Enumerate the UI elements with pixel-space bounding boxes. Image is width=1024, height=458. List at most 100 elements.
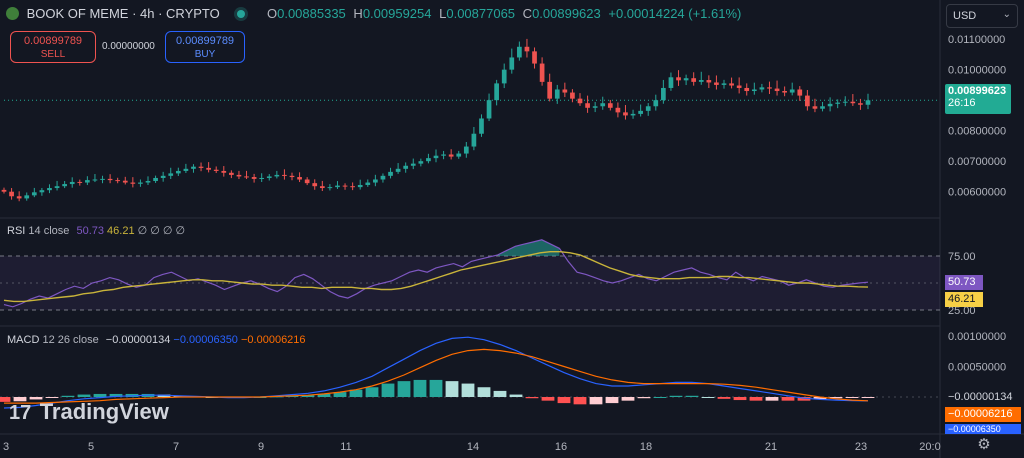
candle-body: [539, 63, 545, 82]
candle-body: [479, 118, 484, 134]
macd-histogram-bar: [781, 397, 795, 401]
macd-line-value: −0.00006350: [173, 334, 238, 346]
candle-body: [653, 100, 659, 107]
candle-body: [39, 190, 45, 193]
tradingview-wordmark: TradingView: [39, 399, 169, 424]
candle-body: [463, 146, 469, 154]
candle-body: [168, 173, 174, 176]
macd-histogram-bar: [861, 397, 875, 398]
candle-body: [191, 166, 196, 169]
macd-histogram-bar: [733, 397, 747, 401]
macd-histogram-bar: [589, 397, 603, 405]
spread-value: 0.00000000: [102, 41, 155, 52]
rsi-axis-tick: 25.00: [948, 305, 976, 317]
candle-body: [62, 184, 67, 187]
price-axis-tick: 0.01000000: [948, 65, 1006, 77]
macd-histogram-bar: [349, 389, 363, 397]
macd-histogram-bar: [813, 397, 827, 400]
candle-body: [683, 78, 689, 81]
candle-body: [54, 186, 60, 189]
candle-body: [706, 80, 712, 83]
macd-histogram-bar: [845, 397, 859, 398]
candle-body: [820, 106, 825, 109]
candle-body: [153, 177, 158, 182]
macd-title[interactable]: MACD: [7, 334, 40, 346]
candle-body: [471, 133, 477, 147]
macd-histogram-bar: [717, 397, 731, 399]
candle-body: [92, 179, 98, 181]
macd-histogram-bar: [541, 397, 555, 401]
candle-body: [229, 172, 234, 175]
candle-body: [69, 181, 75, 185]
candle-body: [850, 101, 856, 104]
macd-signal-line: [4, 348, 869, 404]
symbol-title[interactable]: BOOK OF MEME · 4h · CRYPTO: [26, 6, 220, 21]
macd-histogram-bar: [525, 397, 539, 399]
candle-body: [698, 80, 704, 82]
macd-histogram-bar: [477, 387, 491, 397]
candle-body: [410, 163, 416, 166]
rsi-params: 14 close: [28, 225, 70, 237]
macd-params: 12 26 close: [42, 334, 99, 346]
rsi-value-tag: 50.73: [945, 275, 983, 290]
candle-body: [789, 89, 795, 93]
rsi-line: [3, 239, 869, 308]
macd-hist-tag: −0.00000134: [945, 390, 1021, 405]
high-label: H: [353, 6, 363, 21]
macd-histogram-bar: [413, 379, 427, 397]
rsi-ma-value-tag: 46.21: [945, 292, 983, 307]
candle-body: [835, 102, 841, 104]
candle-body: [524, 46, 530, 52]
candle-body: [433, 155, 439, 159]
candle-body: [729, 83, 734, 86]
high-value: 0.00959254: [362, 6, 432, 21]
candle-body: [100, 178, 105, 180]
candle-body: [630, 113, 636, 116]
sell-button[interactable]: 0.00899789 SELL: [10, 31, 96, 63]
gear-icon[interactable]: ⚙: [977, 436, 991, 453]
candle-body: [380, 175, 386, 180]
time-axis-tick: 9: [258, 441, 264, 453]
macd-histogram-bar: [381, 383, 395, 397]
macd-histogram-bar: [429, 379, 443, 397]
macd-histogram-bar: [61, 395, 75, 397]
rsi-title[interactable]: RSI: [7, 225, 26, 237]
sell-label: SELL: [40, 49, 66, 60]
candle-body: [138, 182, 143, 184]
candle-body: [403, 165, 409, 169]
macd-histogram-bar: [333, 392, 347, 397]
tradingview-watermark[interactable]: 17 TradingView: [9, 399, 169, 425]
rsi-axis-tick: 75.00: [948, 251, 976, 263]
candle-body: [858, 103, 863, 105]
candle-body: [388, 171, 393, 176]
candle-body: [842, 101, 848, 103]
candle-body: [251, 177, 257, 179]
candle-body: [160, 175, 166, 178]
candle-body: [623, 112, 628, 116]
candle-body: [1, 189, 7, 192]
candle-body: [259, 177, 265, 179]
candle-countdown: 26:16: [948, 97, 976, 109]
candle-body: [714, 82, 719, 85]
candle-body: [532, 51, 537, 64]
currency-select[interactable]: USD ⌄: [946, 4, 1018, 28]
price-axis-tick: 0.00600000: [948, 187, 1006, 199]
candle-body: [107, 178, 113, 181]
candle-body: [805, 95, 810, 107]
candle-body: [365, 182, 371, 185]
candle-body: [759, 87, 765, 90]
candle-body: [744, 87, 750, 92]
buy-button[interactable]: 0.00899789 BUY: [165, 31, 245, 63]
macd-histogram-bar: [573, 397, 587, 405]
macd-histogram-bar: [637, 397, 651, 399]
candle-body: [797, 89, 803, 96]
currency-select-value: USD: [953, 10, 977, 22]
candle-body: [418, 161, 424, 164]
candle-body: [751, 89, 757, 92]
macd-histogram-bar: [749, 397, 763, 401]
candle-body: [577, 98, 583, 104]
candle-body: [213, 169, 219, 171]
last-price-value: 0.00899623: [948, 85, 1007, 97]
